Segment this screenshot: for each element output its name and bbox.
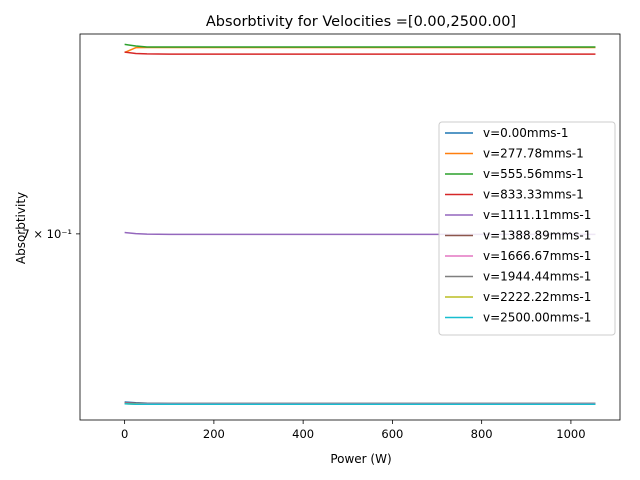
legend-entry: v=2222.22mms-1 — [483, 290, 591, 304]
legend-entry: v=2500.00mms-1 — [483, 311, 591, 325]
plot-frame — [79, 33, 621, 421]
legend-entry: v=1111.11mms-1 — [483, 208, 591, 222]
legend-entry: v=277.78mms-1 — [483, 147, 584, 161]
x-tick-label: 200 — [203, 427, 225, 441]
series-layer — [124, 43, 596, 406]
legend-entry: v=1944.44mms-1 — [483, 270, 591, 284]
legend-entry: v=555.56mms-1 — [483, 167, 584, 181]
x-axis-label: Power (W) — [330, 452, 391, 466]
x-tick-label: 600 — [381, 427, 403, 441]
legend-entry: v=1388.89mms-1 — [483, 229, 591, 243]
series-line-9 — [124, 403, 596, 406]
series-line-3 — [124, 51, 596, 55]
series-line-2 — [124, 43, 596, 48]
legend: v=0.00mms-1 v=277.78mms-1 v=555.56mms-1 v=8… — [438, 121, 616, 336]
x-tick-label: 0 — [121, 427, 128, 441]
x-tick-label: 800 — [471, 427, 493, 441]
legend-box — [438, 121, 616, 336]
chart-title: Absorbtivity for Velocities =[0.00,2500.… — [206, 14, 516, 30]
legend-entry: v=0.00mms-1 — [483, 126, 568, 140]
x-tick-label: 1000 — [556, 427, 585, 441]
legend-entry: v=833.33mms-1 — [483, 188, 584, 202]
legend-entry: v=1666.67mms-1 — [483, 249, 591, 263]
x-axis: 0 200 400 600 800 1000 — [121, 420, 586, 441]
y-axis-label: Absorbtivity — [14, 192, 28, 264]
y-axis: 7 × 10⁻¹ — [22, 227, 80, 241]
x-tick-label: 400 — [292, 427, 314, 441]
y-tick-label: 7 × 10⁻¹ — [22, 227, 72, 241]
